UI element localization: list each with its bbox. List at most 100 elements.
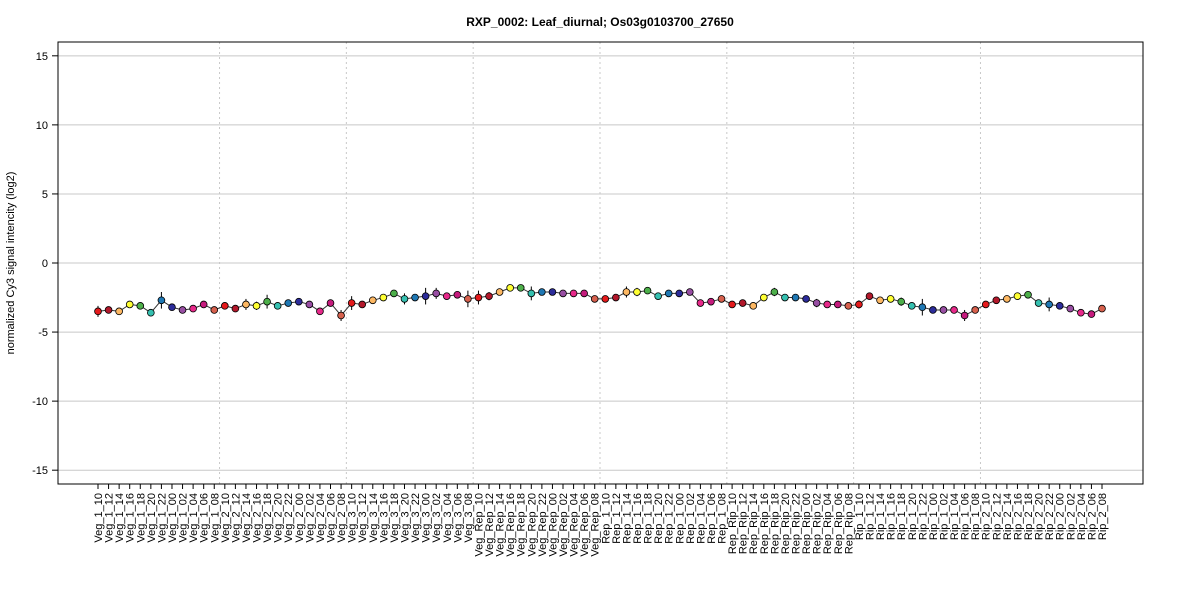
x-tick-label: Rip_2_14 — [1002, 493, 1014, 540]
data-point — [590, 295, 599, 303]
x-tick-label: Veg_2_18 — [262, 493, 274, 543]
data-point — [104, 306, 113, 314]
y-tick-label: 10 — [36, 120, 48, 132]
x-tick-label: Veg_Rep_16 — [505, 493, 517, 557]
x-tick-label: Veg_Rep_10 — [473, 493, 485, 557]
x-tick-label: Rip_1_04 — [949, 493, 961, 540]
data-point — [569, 289, 578, 298]
x-tick-label: Rep_1_06 — [706, 493, 718, 544]
x-tick-label: Rep_1_18 — [643, 493, 655, 544]
data-point — [379, 293, 388, 302]
data-point — [886, 295, 895, 303]
data-point — [94, 307, 102, 316]
x-tick-label: Rip_2_10 — [981, 493, 993, 540]
data-point — [390, 289, 398, 298]
data-point — [686, 288, 694, 296]
data-point — [263, 297, 271, 306]
y-tick-label: 5 — [42, 189, 48, 201]
data-point — [474, 293, 483, 302]
x-tick-label: Veg_Rep_00 — [547, 493, 559, 557]
x-tick-label: Rip_2_04 — [1076, 493, 1088, 540]
data-point — [516, 284, 525, 292]
data-point — [273, 302, 282, 310]
x-tick-label: Veg_1_20 — [146, 493, 158, 543]
x-tick-label: Veg_3_14 — [368, 493, 380, 543]
data-point — [622, 288, 631, 296]
x-tick-label: Veg_2_00 — [294, 493, 306, 543]
x-tick-label: Rep_1_10 — [600, 493, 612, 544]
data-point — [812, 299, 821, 307]
x-tick-label: Rip_1_22 — [917, 493, 929, 540]
x-tick-label: Rip_1_06 — [960, 493, 972, 540]
x-tick-label: Rip_1_12 — [864, 493, 876, 540]
data-point — [294, 297, 303, 306]
x-tick-label: Veg_3_12 — [357, 493, 369, 543]
data-point — [538, 288, 546, 296]
x-tick-label: Veg_2_22 — [283, 493, 295, 543]
data-point — [601, 295, 610, 303]
x-tick-label: Rep_1_02 — [685, 493, 697, 544]
x-tick-label: Rip_1_20 — [907, 493, 919, 540]
data-point — [929, 306, 937, 314]
data-point — [527, 289, 536, 298]
data-point — [1066, 304, 1075, 313]
x-tick-label: Veg_3_16 — [378, 493, 390, 543]
data-point — [506, 284, 514, 292]
data-point — [1013, 292, 1022, 300]
x-tick-label: Rep_Rip_04 — [822, 493, 834, 554]
data-point — [1045, 300, 1053, 309]
x-tick-label: Veg_1_12 — [104, 493, 116, 543]
x-tick-label: Rip_2_18 — [1023, 493, 1035, 540]
data-point — [865, 292, 874, 300]
x-tick-label: Rep_1_20 — [653, 493, 665, 544]
data-point — [147, 308, 155, 317]
x-tick-label: Veg_3_08 — [463, 493, 475, 543]
data-point — [675, 289, 684, 298]
x-tick-label: Veg_1_08 — [209, 493, 221, 543]
x-tick-label: Veg_2_14 — [241, 493, 253, 543]
x-tick-label: Veg_1_14 — [114, 493, 126, 543]
x-tick-label: Rep_1_00 — [674, 493, 686, 544]
x-tick-label: Rep_1_14 — [621, 493, 633, 544]
x-tick-label: Veg_Rep_06 — [579, 493, 591, 557]
series-layer — [94, 284, 1106, 322]
data-point — [464, 295, 472, 303]
x-tick-label: Rep_Rip_18 — [769, 493, 781, 554]
x-tick-label: Rep_Rip_00 — [801, 493, 813, 554]
x-tick-label: Rep_Rip_20 — [780, 493, 792, 554]
x-tick-label: Rep_1_08 — [717, 493, 729, 544]
data-point — [189, 304, 197, 313]
x-tick-label: Veg_1_22 — [156, 493, 168, 543]
x-tick-label: Veg_1_04 — [188, 493, 200, 543]
x-tick-label: Rep_Rip_12 — [738, 493, 750, 554]
x-tick-label: Veg_2_10 — [220, 493, 232, 543]
x-tick-label: Rip_1_18 — [896, 493, 908, 540]
x-tick-label: Veg_2_12 — [230, 493, 242, 543]
data-point — [115, 307, 123, 316]
data-point — [210, 306, 219, 314]
data-point — [548, 288, 557, 296]
data-point — [612, 293, 620, 302]
data-point — [305, 300, 314, 309]
data-point — [1087, 310, 1096, 318]
x-tick-label: Rip_1_08 — [970, 493, 982, 540]
data-point — [981, 300, 990, 309]
data-point — [1034, 299, 1043, 307]
data-point — [876, 296, 884, 305]
data-point — [432, 289, 440, 298]
x-tick-label: Rip_1_00 — [928, 493, 940, 540]
data-point — [992, 296, 1001, 305]
data-point — [231, 304, 240, 313]
x-tick-label: Veg_2_20 — [273, 493, 285, 543]
data-point — [960, 311, 969, 320]
y-tick-label: -5 — [38, 327, 48, 339]
data-point — [1098, 304, 1106, 313]
x-tick-label: Rep_Rip_10 — [727, 493, 739, 554]
data-point — [400, 295, 409, 303]
x-tick-label: Rep_1_16 — [632, 493, 644, 544]
x-tick-label: Veg_2_06 — [326, 493, 338, 543]
x-tick-label: Veg_3_00 — [421, 493, 433, 543]
x-tick-label: Rep_Rip_06 — [833, 493, 845, 554]
x-tick-label: Rep_Rip_02 — [812, 493, 824, 554]
data-point — [855, 300, 863, 309]
